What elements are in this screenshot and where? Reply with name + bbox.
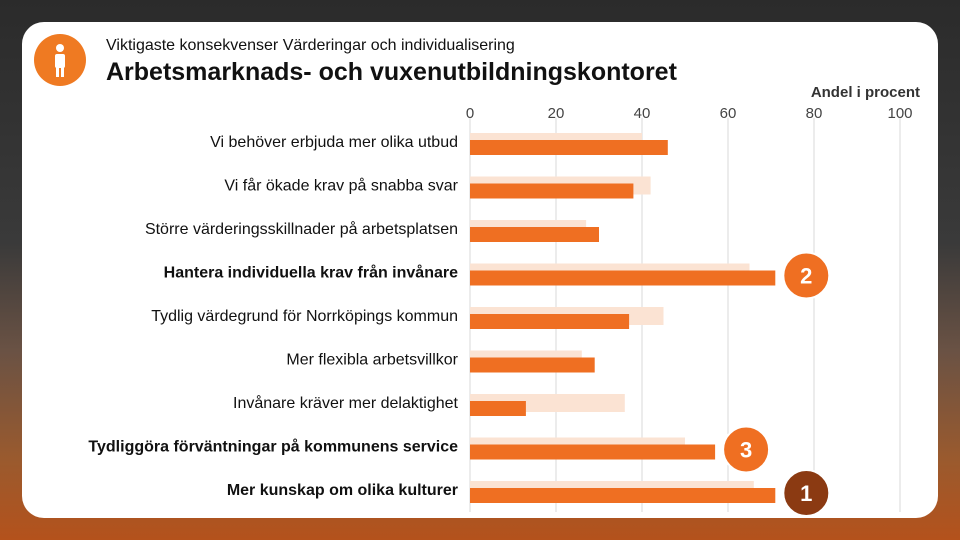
category-label: Vi behöver erbjuda mer olika utbud [210,134,458,151]
x-tick-label: 40 [634,105,651,122]
chart-card: Viktigaste konsekvenser Värderingar och … [22,22,938,518]
rank-marker [722,425,771,474]
category-label: Mer kunskap om olika kulturer [227,482,458,499]
person-icon [55,44,65,77]
bar-chart: 0 20 40 60 80 100 Vi behöver erbjuda mer olika… [88,105,913,517]
bar-series-2 [470,140,668,155]
category-badge [34,34,86,86]
x-tick-label: 80 [806,105,823,122]
bar-series-2 [470,183,634,199]
bar-series-2 [470,227,599,242]
rank-marker [782,469,831,517]
rank-marker-label: 2 [800,264,812,289]
bar-series-2 [470,444,716,460]
category-label: Tydliggöra förväntningar på kommunens se… [88,438,458,456]
bar-series-2 [470,401,526,416]
axis-unit-label: Andel i procent [810,84,920,101]
bar-series-2 [470,314,630,329]
x-tick-label: 100 [887,105,912,122]
x-tick-label: 0 [466,105,474,122]
bar-series-2 [470,270,776,286]
bar-series-2 [470,357,595,373]
x-tick-label: 20 [548,105,565,122]
category-label: Mer flexibla arbetsvillkor [286,352,458,369]
bar-series-2 [470,488,776,503]
rank-marker-label: 3 [740,438,752,463]
category-label: Invånare kräver mer delaktighet [233,394,459,412]
rank-marker-label: 1 [800,481,812,506]
chart-title: Arbetsmarknads- och vuxenutbildningskont… [106,58,677,86]
category-label: Tydlig värdegrund för Norrköpings kommun [151,308,458,325]
x-tick-label: 60 [720,105,737,122]
rank-marker [782,251,831,300]
category-label: Större värderingsskillnader på arbetspla… [145,220,458,238]
chart-subtitle: Viktigaste konsekvenser Värderingar och … [106,37,515,54]
category-label: Hantera individuella krav från invånare [164,264,458,282]
category-label: Vi får ökade krav på snabba svar [224,177,458,195]
